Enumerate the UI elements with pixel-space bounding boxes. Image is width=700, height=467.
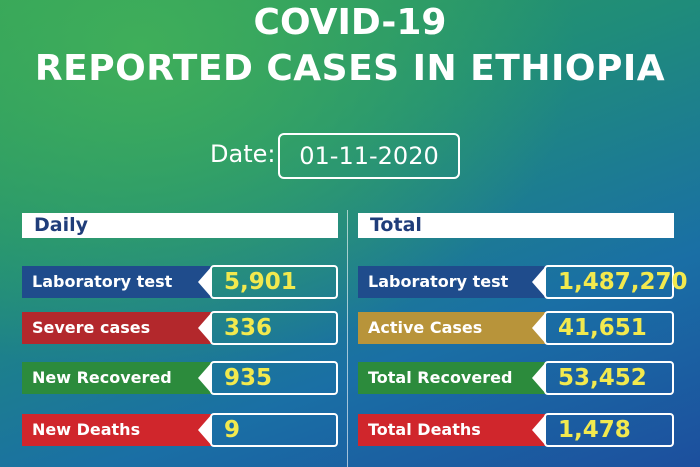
row-label: Laboratory test <box>358 266 546 298</box>
date-label: Date: <box>210 140 276 168</box>
arrow <box>198 312 212 344</box>
row-value: 1,478 <box>544 413 674 447</box>
row-label: Active Cases <box>358 312 546 344</box>
row-label: Severe cases <box>22 312 212 344</box>
arrow <box>532 266 546 298</box>
row-value: 9 <box>210 413 338 447</box>
date-value: 01-11-2020 <box>278 133 460 179</box>
arrow <box>532 362 546 394</box>
row-label: New Recovered <box>22 362 212 394</box>
row-label: Laboratory test <box>22 266 212 298</box>
title-line: REPORTED CASES IN ETHIOPIA <box>34 48 666 89</box>
arrow <box>532 312 546 344</box>
arrow <box>198 266 212 298</box>
row-value: 1,487,270 <box>544 265 688 299</box>
row-value: 53,452 <box>544 361 674 395</box>
row-value: 41,651 <box>544 311 674 345</box>
arrow <box>198 414 212 446</box>
row-value: 336 <box>210 311 338 345</box>
panel-header: Daily <box>22 213 338 238</box>
arrow <box>198 362 212 394</box>
arrow <box>532 414 546 446</box>
divider <box>347 210 348 467</box>
row-label: Total Deaths <box>358 414 546 446</box>
row-value: 935 <box>210 361 338 395</box>
panel-header: Total <box>358 213 674 238</box>
row-label: Total Recovered <box>358 362 546 394</box>
row-label: New Deaths <box>22 414 212 446</box>
title-line: COVID-19 <box>253 2 447 43</box>
row-value: 5,901 <box>210 265 338 299</box>
